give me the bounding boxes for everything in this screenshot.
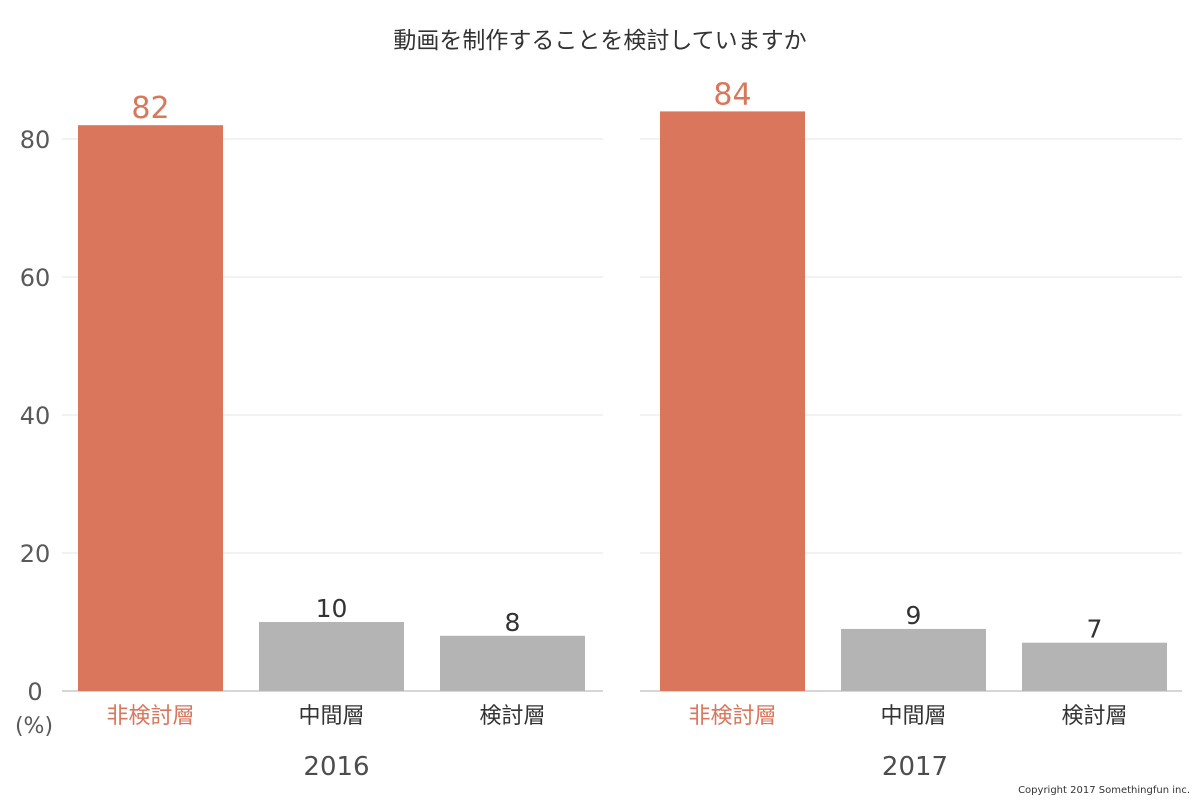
y-tick-label: 0 bbox=[27, 678, 42, 706]
category-label: 検討層 bbox=[1061, 704, 1127, 729]
bar bbox=[440, 635, 585, 691]
category-label: 非検討層 bbox=[106, 704, 194, 729]
bar bbox=[841, 628, 986, 691]
bar-value-label: 82 bbox=[131, 91, 169, 126]
panel-year-label: 2016 bbox=[303, 752, 369, 782]
y-tick-label: 40 bbox=[20, 402, 51, 430]
category-label: 中間層 bbox=[298, 704, 364, 729]
bar-value-label: 8 bbox=[505, 608, 521, 637]
y-tick-label: 60 bbox=[20, 264, 51, 292]
chart-title: 動画を制作することを検討していますか bbox=[393, 28, 806, 54]
y-tick-label: 20 bbox=[20, 540, 51, 568]
bar-value-label: 10 bbox=[316, 594, 348, 623]
bar-value-label: 7 bbox=[1087, 615, 1103, 644]
panel-year-label: 2017 bbox=[882, 752, 948, 782]
bar-value-label: 84 bbox=[713, 77, 751, 112]
bar bbox=[78, 125, 223, 691]
category-label: 検討層 bbox=[479, 704, 545, 729]
copyright-text: Copyright 2017 Somethingfun inc. bbox=[1018, 785, 1190, 796]
y-axis-unit: (%) bbox=[15, 714, 53, 739]
category-label: 非検討層 bbox=[688, 704, 776, 729]
bar bbox=[1022, 642, 1167, 691]
bar bbox=[259, 622, 404, 691]
bar-value-label: 9 bbox=[906, 601, 922, 630]
y-tick-label: 80 bbox=[20, 126, 51, 154]
category-label: 中間層 bbox=[880, 704, 946, 729]
bar bbox=[660, 111, 805, 691]
